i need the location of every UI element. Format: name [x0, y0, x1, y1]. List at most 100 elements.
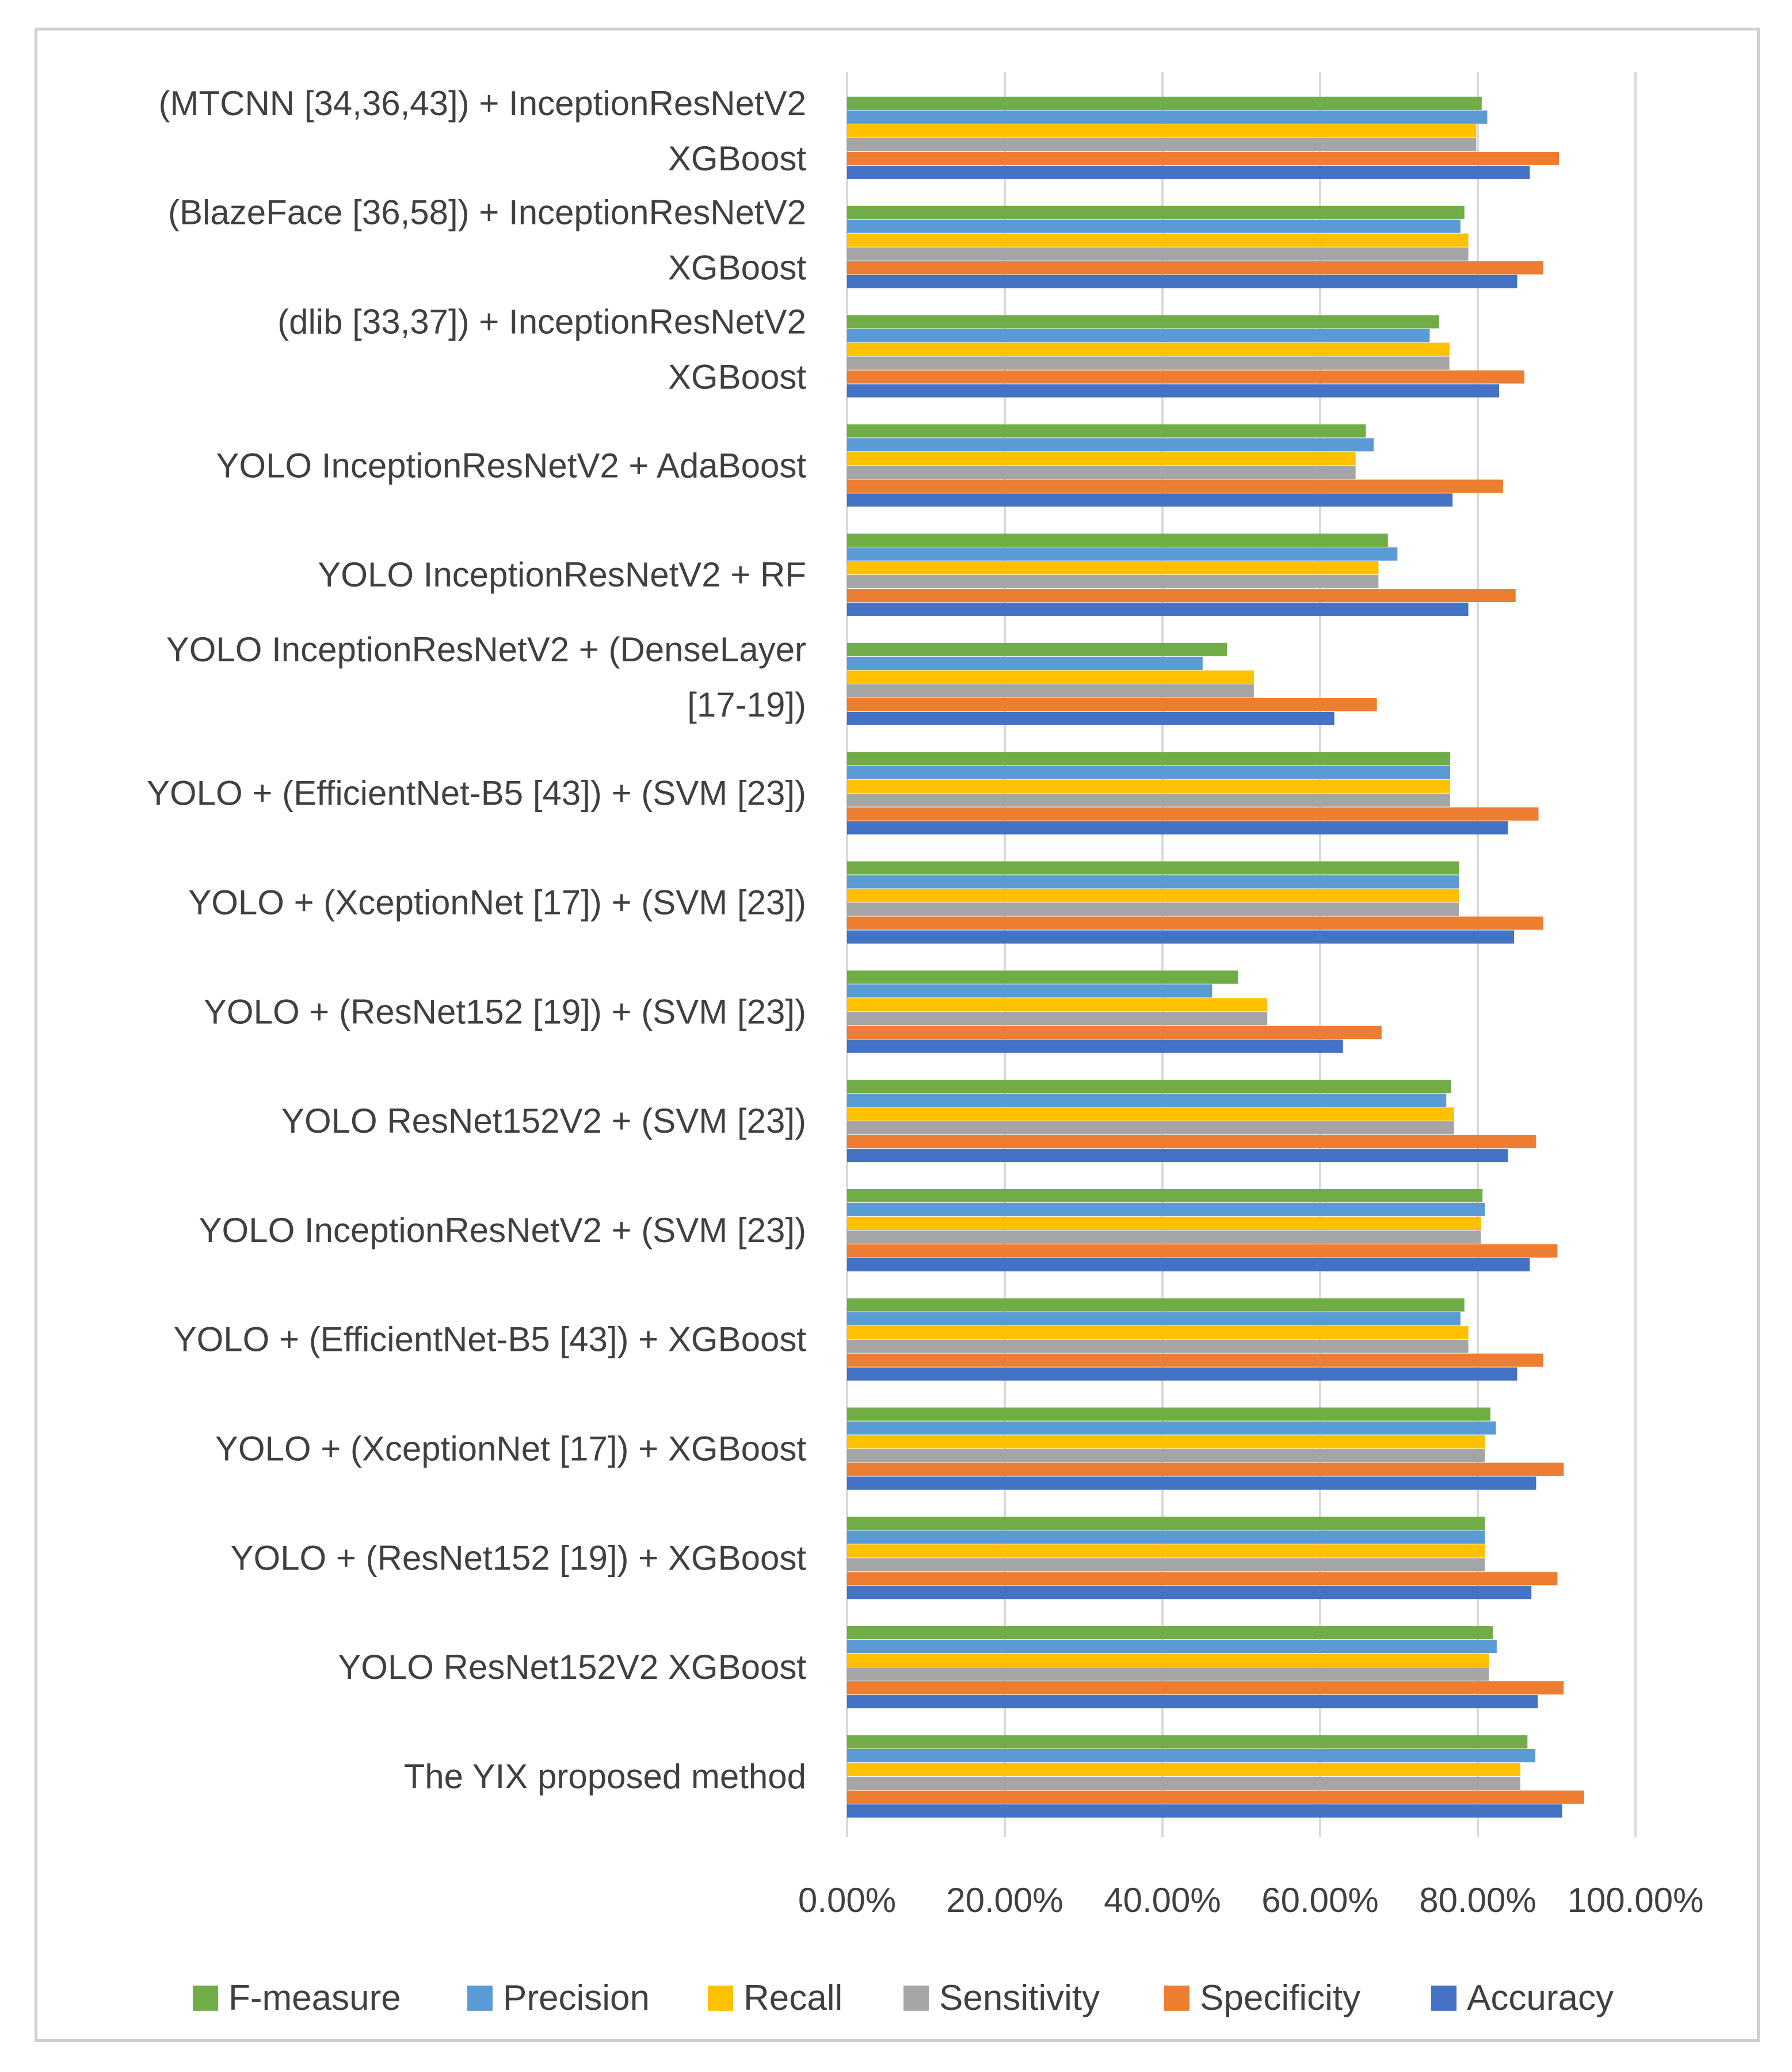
category-label: (MTCNN [34,36,43]) + InceptionResNetV2: [159, 84, 807, 123]
bar-recall-4: [847, 561, 1379, 575]
category-label: (dlib [33,37]) + InceptionResNetV2: [277, 303, 806, 341]
bar-f-measure-13: [847, 1517, 1485, 1530]
category-label: YOLO + (EfficientNet-B5 [43]) + XGBoost: [174, 1320, 807, 1359]
category-label: YOLO InceptionResNetV2 + (SVM [23]): [199, 1211, 806, 1250]
bar-recall-15: [847, 1762, 1520, 1776]
bar-specificity-0: [847, 151, 1560, 165]
bar-precision-0: [847, 110, 1488, 124]
bar-sensitivity-15: [847, 1776, 1520, 1790]
bar-f-measure-3: [847, 424, 1366, 438]
bar-f-measure-7: [847, 861, 1459, 875]
category-label: YOLO InceptionResNetV2 + (DenseLayer: [166, 630, 806, 669]
bar-sensitivity-3: [847, 466, 1356, 479]
bar-recall-0: [847, 124, 1477, 138]
bar-precision-9: [847, 1094, 1447, 1107]
bar-accuracy-6: [847, 821, 1508, 835]
bar-accuracy-1: [847, 275, 1518, 288]
bar-specificity-11: [847, 1353, 1543, 1367]
bar-specificity-10: [847, 1244, 1558, 1258]
category-label: XGBoost: [668, 139, 806, 178]
bar-accuracy-15: [847, 1804, 1562, 1818]
category-label: YOLO + (EfficientNet-B5 [43]) + (SVM [23…: [147, 774, 806, 813]
bar-f-measure-2: [847, 315, 1439, 329]
tick-label-60: 60.00%: [1261, 1881, 1379, 1919]
bar-precision-15: [847, 1749, 1536, 1762]
bar-sensitivity-10: [847, 1230, 1481, 1244]
bar-precision-4: [847, 547, 1398, 561]
bar-sensitivity-4: [847, 575, 1379, 589]
bar-sensitivity-1: [847, 247, 1469, 261]
bar-precision-8: [847, 984, 1213, 998]
bar-specificity-5: [847, 698, 1377, 711]
bar-sensitivity-5: [847, 684, 1254, 698]
bar-f-measure-4: [847, 534, 1388, 547]
bar-accuracy-10: [847, 1258, 1530, 1271]
bars: [847, 96, 1584, 1818]
bar-accuracy-8: [847, 1039, 1343, 1053]
bar-recall-1: [847, 233, 1469, 247]
bar-accuracy-4: [847, 603, 1469, 616]
bar-recall-13: [847, 1544, 1485, 1558]
tick-label-100: 100.00%: [1568, 1881, 1704, 1919]
bar-specificity-6: [847, 807, 1539, 821]
legend-label-f-measure: F-measure: [228, 1978, 401, 2018]
chart-frame: (MTCNN [34,36,43]) + InceptionResNetV2 XG…: [35, 28, 1760, 2042]
bar-f-measure-0: [847, 96, 1482, 110]
bar-recall-3: [847, 452, 1356, 466]
bar-accuracy-13: [847, 1586, 1532, 1599]
bar-precision-10: [847, 1202, 1485, 1216]
category-label: YOLO + (ResNet152 [19]) + (SVM [23]): [204, 992, 806, 1031]
bar-sensitivity-7: [847, 902, 1459, 916]
bar-recall-12: [847, 1435, 1485, 1449]
bar-recall-7: [847, 889, 1459, 902]
legend-swatch-f-measure: [193, 1985, 218, 2011]
category-label: The YIX proposed method: [404, 1757, 806, 1796]
bar-chart: (MTCNN [34,36,43]) + InceptionResNetV2 XG…: [147, 72, 1704, 2018]
category-label: (BlazeFace [36,58]) + InceptionResNetV2: [168, 193, 806, 232]
bar-sensitivity-9: [847, 1121, 1454, 1135]
bar-sensitivity-8: [847, 1012, 1268, 1026]
category-label: YOLO + (ResNet152 [19]) + XGBoost: [231, 1538, 807, 1577]
bar-recall-14: [847, 1654, 1489, 1667]
legend-label-specificity: Specificity: [1200, 1978, 1360, 2018]
bar-specificity-4: [847, 589, 1516, 603]
bar-sensitivity-13: [847, 1558, 1485, 1572]
bar-accuracy-3: [847, 493, 1453, 507]
bar-accuracy-2: [847, 384, 1499, 398]
bar-specificity-1: [847, 261, 1543, 275]
bar-sensitivity-0: [847, 138, 1477, 151]
category-labels: (MTCNN [34,36,43]) + InceptionResNetV2 XG…: [147, 84, 806, 1796]
bar-accuracy-5: [847, 711, 1335, 725]
bar-sensitivity-6: [847, 793, 1451, 807]
bar-recall-10: [847, 1216, 1481, 1230]
bar-accuracy-7: [847, 930, 1515, 944]
legend: F-measure Precision Recall Sensitivity Speci…: [193, 1978, 1614, 2018]
category-label: YOLO InceptionResNetV2 + RF: [318, 555, 806, 594]
bar-accuracy-11: [847, 1367, 1518, 1381]
legend-swatch-sensitivity: [903, 1985, 929, 2011]
bar-precision-5: [847, 656, 1203, 670]
tick-label-80: 80.00%: [1419, 1881, 1536, 1919]
bar-f-measure-12: [847, 1407, 1490, 1421]
legend-swatch-precision: [467, 1985, 493, 2011]
legend-label-sensitivity: Sensitivity: [939, 1978, 1100, 2018]
category-label: YOLO ResNet152V2 + (SVM [23]): [281, 1102, 806, 1140]
bar-f-measure-9: [847, 1080, 1451, 1094]
bar-specificity-14: [847, 1681, 1564, 1695]
bar-recall-11: [847, 1326, 1469, 1339]
bar-precision-12: [847, 1421, 1496, 1435]
bar-specificity-2: [847, 370, 1524, 384]
bar-f-measure-8: [847, 970, 1238, 984]
category-label: XGBoost: [668, 358, 806, 397]
bar-specificity-13: [847, 1572, 1558, 1586]
bar-accuracy-0: [847, 165, 1530, 179]
bar-precision-1: [847, 219, 1461, 233]
bar-f-measure-14: [847, 1626, 1493, 1640]
bar-f-measure-1: [847, 205, 1465, 219]
legend-label-recall: Recall: [744, 1978, 842, 2018]
bar-specificity-8: [847, 1026, 1382, 1039]
bar-recall-8: [847, 998, 1268, 1012]
bar-accuracy-9: [847, 1149, 1508, 1163]
legend-swatch-specificity: [1164, 1985, 1189, 2011]
bar-sensitivity-14: [847, 1667, 1489, 1681]
